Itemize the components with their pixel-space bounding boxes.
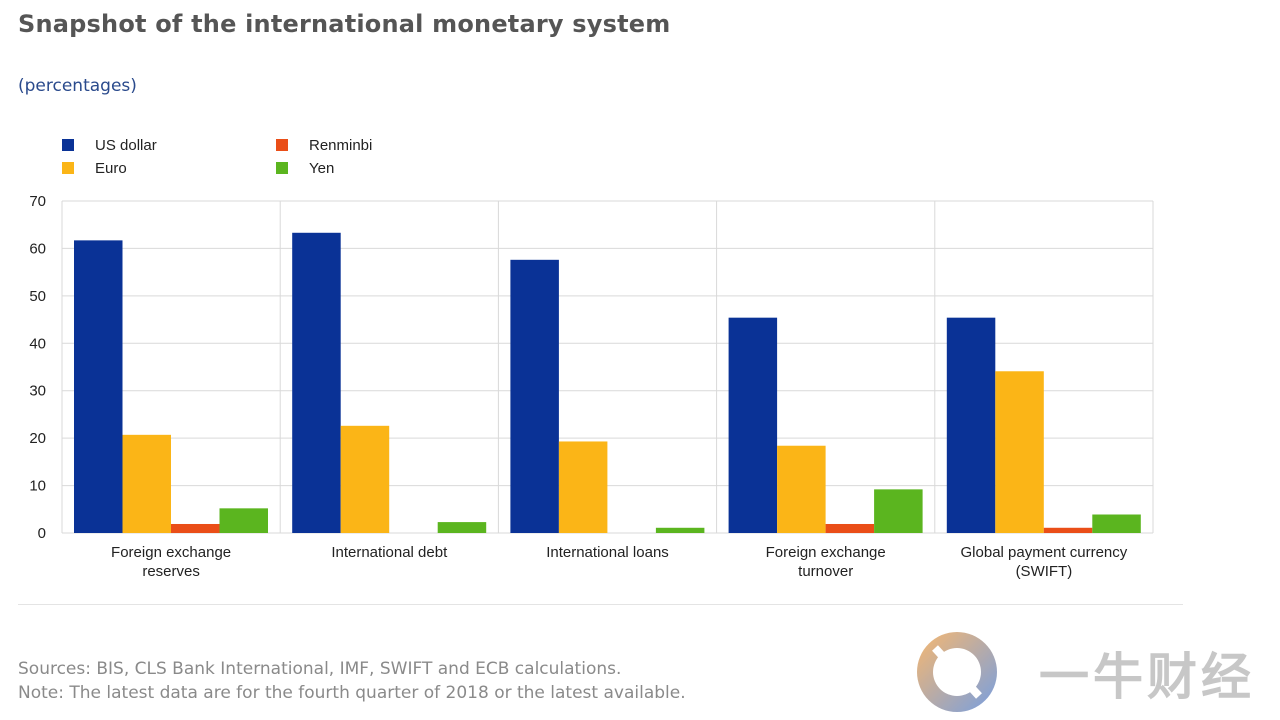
bar xyxy=(728,317,778,533)
legend-swatch xyxy=(62,139,74,151)
x-tick-label: (SWIFT) xyxy=(1016,563,1073,580)
bar xyxy=(74,240,123,533)
bar xyxy=(122,434,171,533)
y-tick-label: 20 xyxy=(29,430,46,447)
bar xyxy=(655,527,705,533)
bar xyxy=(558,441,608,533)
x-tick-label: turnover xyxy=(798,563,853,580)
bar xyxy=(510,259,559,533)
bar xyxy=(995,371,1044,533)
y-tick-label: 50 xyxy=(29,288,46,305)
chart-title: Snapshot of the international monetary s… xyxy=(18,10,671,38)
bar-chart: 0 10 20 30 40 50 60 70 Foreign exchange reserves I… xyxy=(29,137,1154,580)
divider xyxy=(18,604,1183,605)
legend-label: Euro xyxy=(95,160,127,177)
x-tick-label: Global payment currency xyxy=(961,544,1128,561)
sources-note: Sources: BIS, CLS Bank International, IM… xyxy=(18,659,622,679)
legend-swatch xyxy=(62,162,74,174)
x-tick-label: reserves xyxy=(142,563,200,580)
x-tick-label: Foreign exchange xyxy=(111,544,231,561)
bar xyxy=(1092,514,1141,533)
bar xyxy=(292,232,341,533)
y-tick-label: 60 xyxy=(29,240,46,257)
watermark-emblem-icon xyxy=(917,632,997,712)
y-tick-label: 10 xyxy=(29,478,46,495)
data-note: Note: The latest data are for the fourth… xyxy=(18,683,686,703)
y-tick-label: 30 xyxy=(29,383,46,400)
watermark-text: 一牛财经 xyxy=(1039,648,1255,706)
bar xyxy=(437,522,487,533)
legend-swatch xyxy=(276,162,288,174)
y-tick-label: 40 xyxy=(29,335,46,352)
bar xyxy=(777,445,826,533)
legend-label: Renminbi xyxy=(309,137,372,154)
chart-subtitle: (percentages) xyxy=(18,76,137,96)
x-tick-label: International loans xyxy=(546,544,669,561)
bar xyxy=(1043,527,1093,533)
legend-label: Yen xyxy=(309,160,334,177)
x-tick-label: Foreign exchange xyxy=(766,544,886,561)
bar xyxy=(340,425,390,533)
bar xyxy=(171,523,220,533)
y-tick-label: 0 xyxy=(38,525,46,542)
bar xyxy=(946,317,996,533)
x-tick-label: International debt xyxy=(331,544,448,561)
bar xyxy=(219,508,268,533)
y-tick-label: 70 xyxy=(29,193,46,210)
legend-label: US dollar xyxy=(95,137,157,154)
bar xyxy=(874,489,923,533)
bar xyxy=(825,523,875,533)
legend-swatch xyxy=(276,139,288,151)
watermark-logo: 一牛财经 xyxy=(917,632,1255,712)
